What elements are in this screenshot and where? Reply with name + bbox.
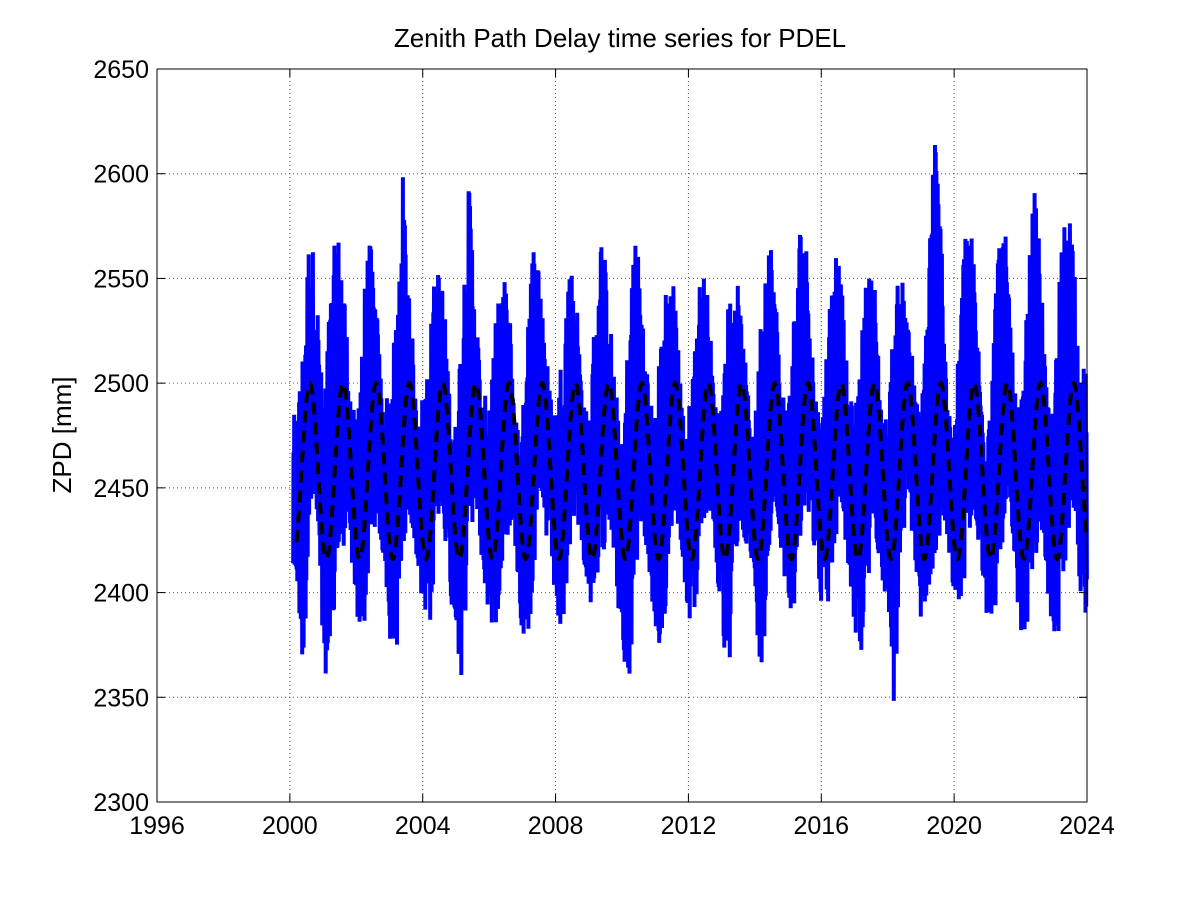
zpd-observed-series [291,144,1089,701]
y-tick-label: 2400 [93,580,149,608]
y-tick-label: 2550 [93,265,149,293]
y-tick-label: 2350 [93,684,149,712]
y-axis-label: ZPD [mm] [47,377,77,494]
axes-box [156,68,1088,803]
x-tick-label: 2004 [395,812,451,840]
x-tick-label: 2008 [528,812,584,840]
x-tick-label: 2020 [926,812,982,840]
y-tick-label: 2500 [93,370,149,398]
x-tick-label: 2012 [661,812,717,840]
y-tick-label: 2300 [93,789,149,817]
x-tick-label: 2000 [262,812,318,840]
x-tick-label: 2016 [793,812,849,840]
zpd-seasonal-model-series [294,380,1089,562]
y-tick-label: 2650 [93,56,149,84]
axis-ticks: 1996 2000 2004 2008 2012 2016 2020 2024 2300 2350… [93,56,1115,840]
x-tick-label: 1996 [129,812,185,840]
chart-title: Zenith Path Delay time series for PDEL [394,23,846,53]
x-tick-label: 2024 [1059,812,1115,840]
y-tick-label: 2450 [93,475,149,503]
plot-area [291,144,1089,701]
y-tick-label: 2600 [93,161,149,189]
